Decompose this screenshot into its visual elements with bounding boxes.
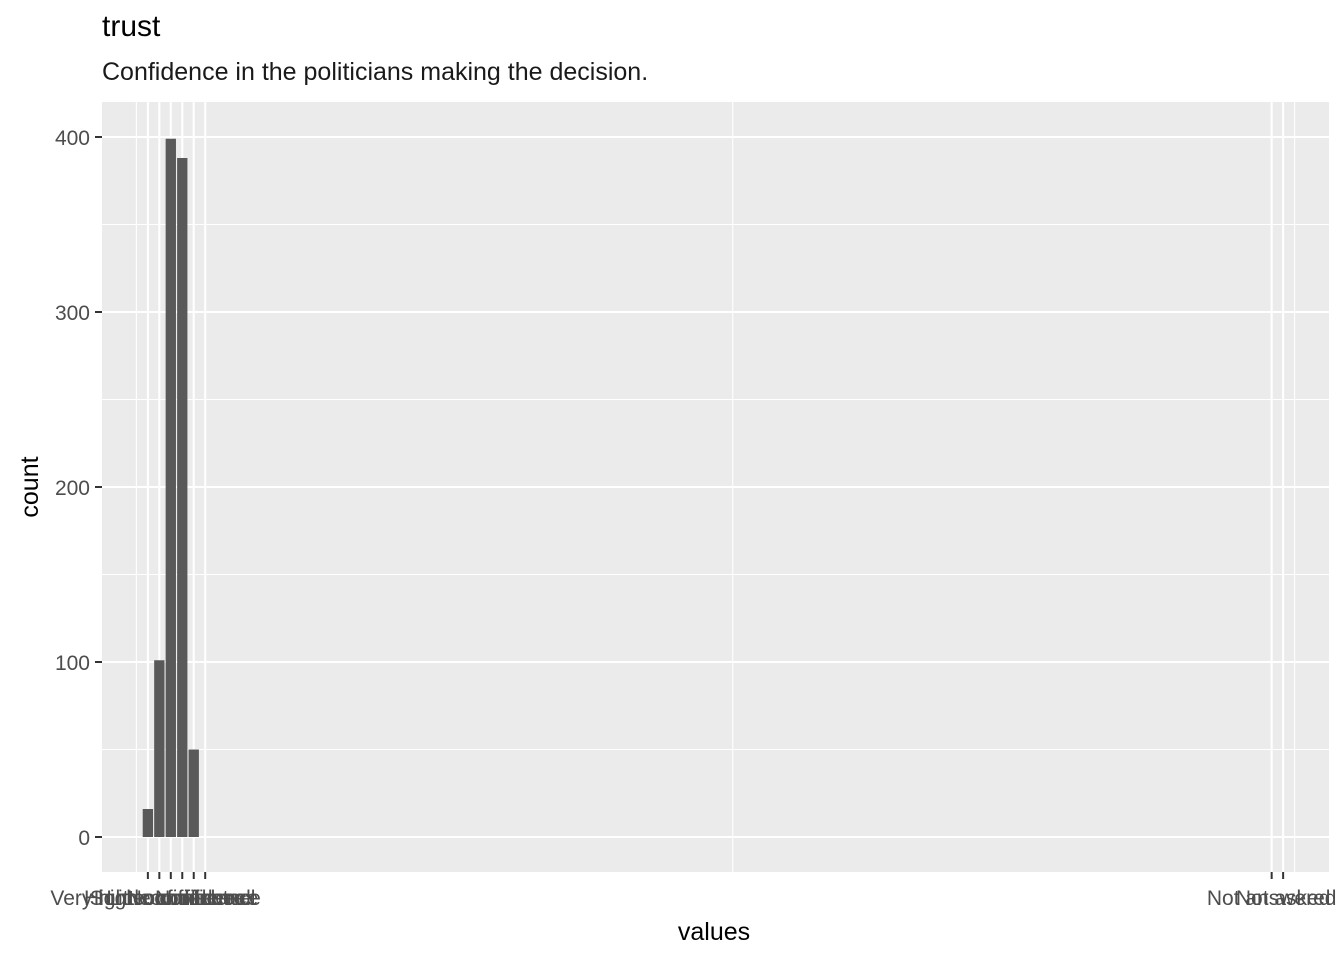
chart-subtitle: Confidence in the politicians making the… (102, 58, 649, 86)
y-tick-label: 400 (55, 127, 90, 150)
x-tick-label: High confidence (84, 887, 235, 910)
x-tick-label: None at all (155, 887, 255, 910)
x-tick-label: Very high confidence (50, 887, 245, 910)
y-tick-label: 200 (55, 477, 90, 500)
x-tick-label: Little confidence (106, 887, 258, 910)
x-tick-label: Not answered (1207, 887, 1337, 910)
x-axis-title: values (678, 918, 750, 946)
y-tick-label: 0 (78, 827, 90, 850)
y-tick-label: 100 (55, 652, 90, 675)
y-tick-label: 300 (55, 302, 90, 325)
x-tick-label: Not asked (1236, 887, 1331, 910)
bar (142, 809, 154, 837)
chart-title: trust (102, 10, 161, 43)
bar (177, 158, 188, 837)
x-tick-label: Some confidence (90, 887, 252, 910)
bar (165, 138, 176, 837)
bar (154, 660, 165, 837)
y-axis-title: count (16, 456, 44, 517)
x-tick-label: No confidence (127, 887, 261, 910)
bar (188, 749, 199, 837)
